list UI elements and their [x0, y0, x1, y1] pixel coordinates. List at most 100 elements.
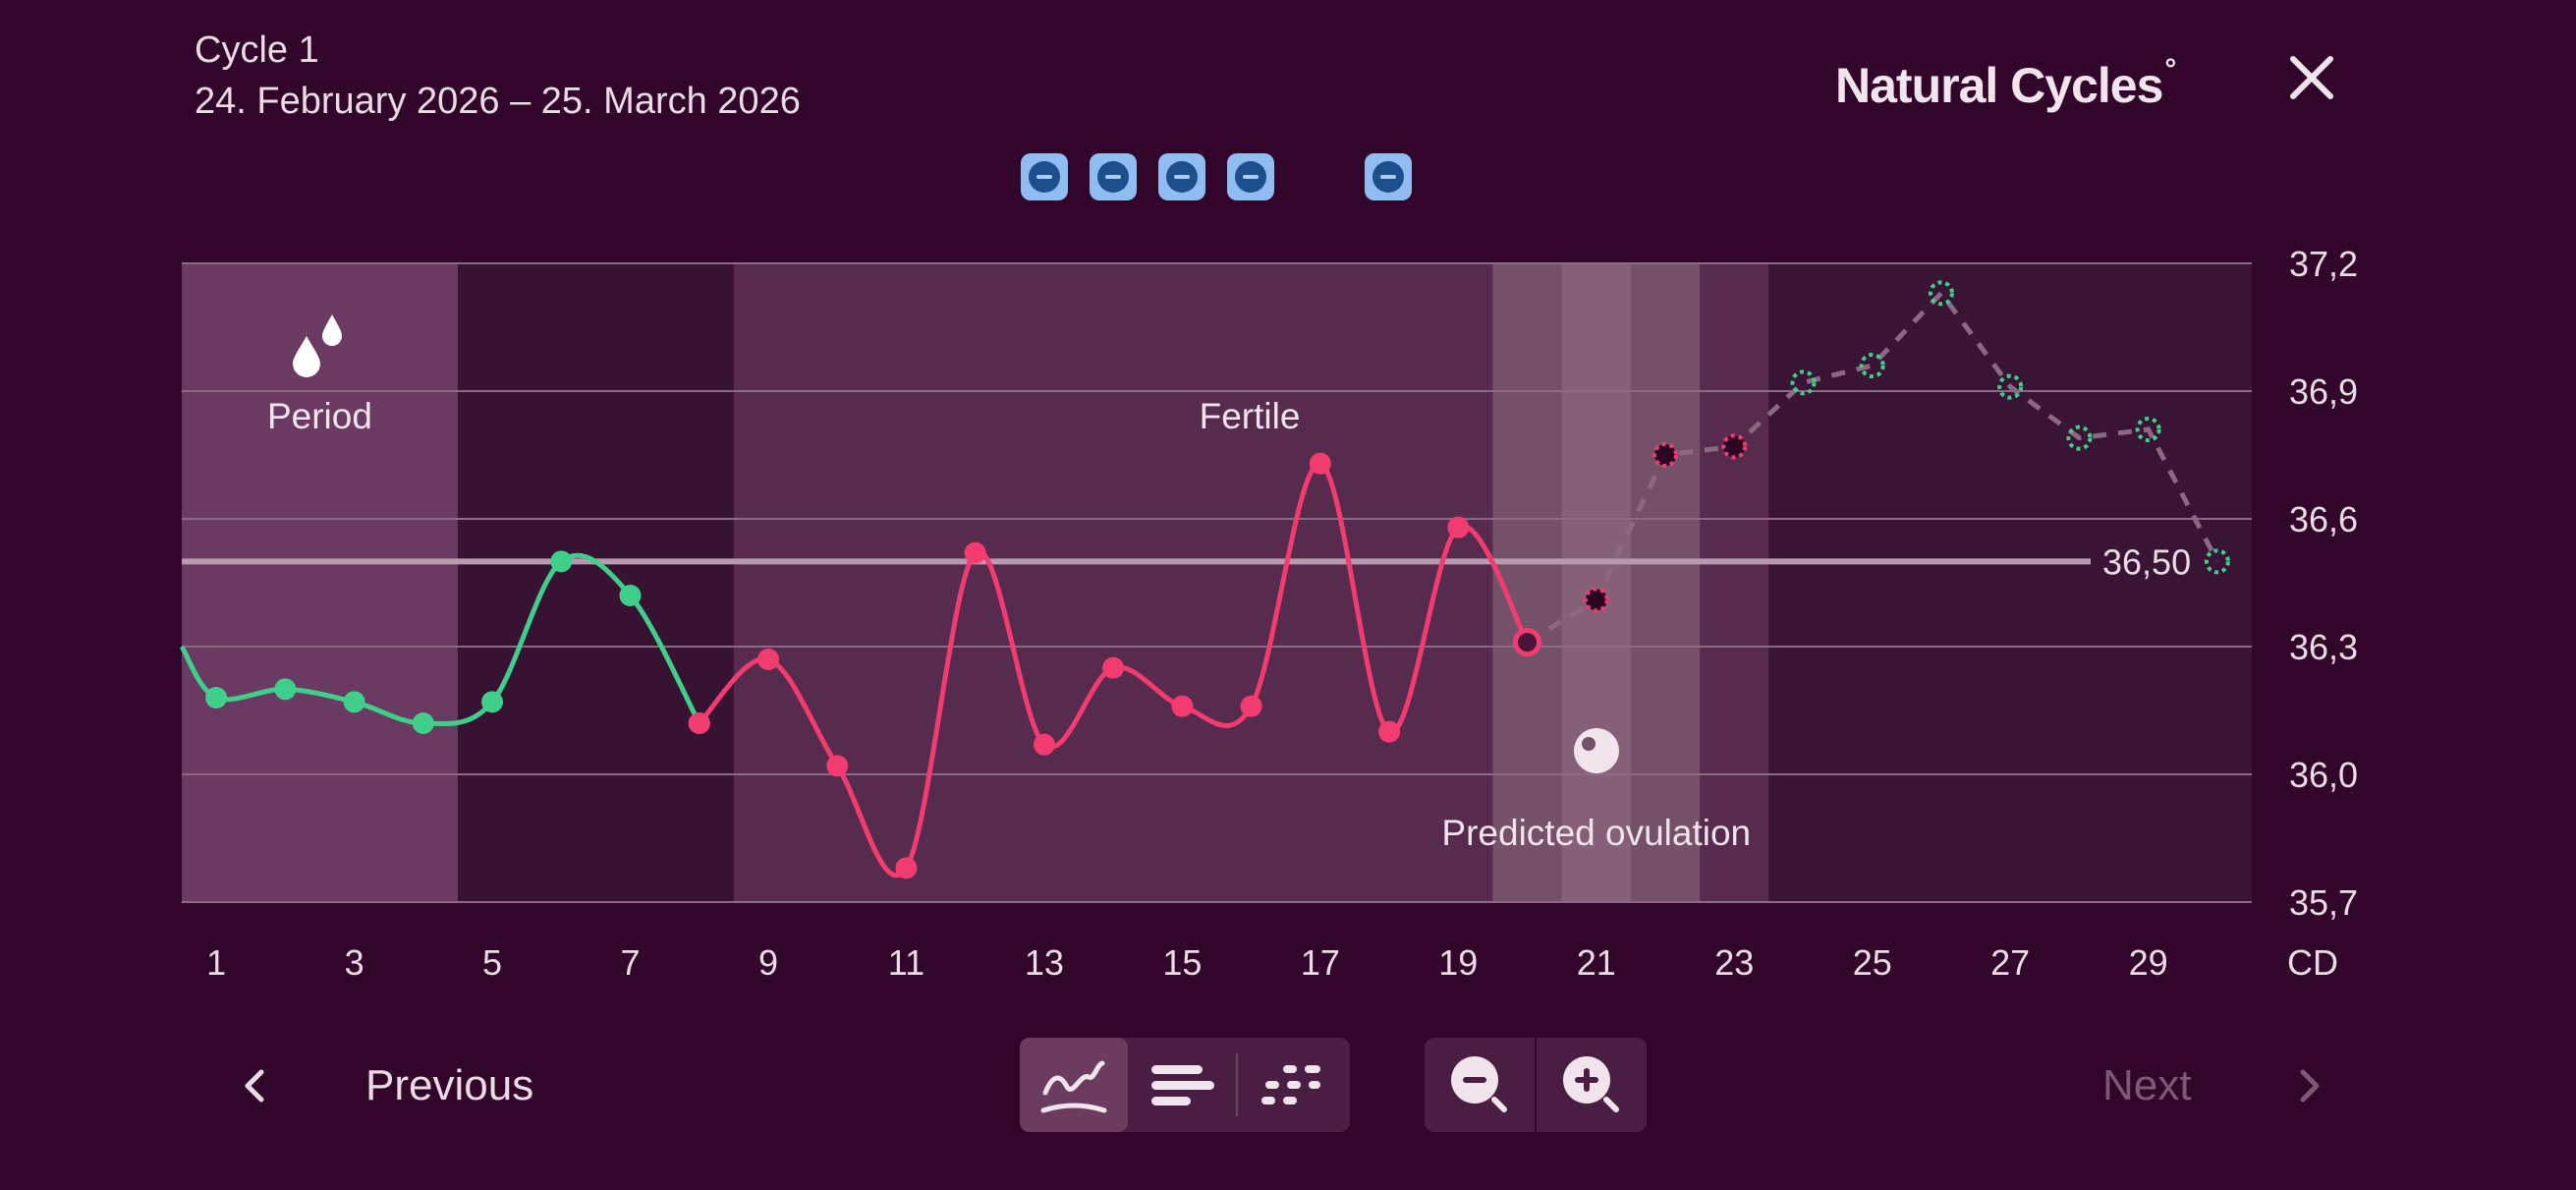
- x-tick-label: 1: [206, 942, 226, 983]
- grid-layer: [182, 262, 2252, 903]
- protection-icon[interactable]: [1227, 153, 1274, 200]
- ovulation-egg-icon: [1574, 728, 1619, 773]
- data-point-layer: [205, 280, 2230, 879]
- x-tick-label: 21: [1577, 942, 1616, 983]
- red-data-point: [964, 541, 986, 564]
- green-data-point: [550, 550, 573, 573]
- green-data-point: [274, 678, 297, 701]
- next-label: Next: [2102, 1061, 2192, 1109]
- band-layer: [182, 263, 2252, 902]
- x-tick-label: 25: [1853, 942, 1892, 983]
- drop-shape: [293, 336, 320, 377]
- protection-icon-dash: [1105, 175, 1121, 179]
- predicted-green-point: [2066, 425, 2093, 451]
- band-label-layer: Period Fertile Predicted ovulation: [267, 314, 1751, 853]
- green-data-point: [619, 585, 642, 606]
- egg-shape: [1574, 728, 1619, 773]
- red-data-point: [895, 857, 918, 879]
- previous-label: Previous: [365, 1061, 534, 1109]
- green-data-point: [412, 712, 434, 734]
- close-button[interactable]: [2281, 47, 2342, 108]
- zoom-in-button[interactable]: [1537, 1038, 1647, 1132]
- view-switcher: [1020, 1038, 1350, 1132]
- zoom-controls: [1425, 1038, 1647, 1132]
- y-tick-label: 36,3: [2289, 627, 2358, 667]
- x-tick-label: 17: [1301, 942, 1340, 983]
- predicted-green-point: [1928, 280, 1954, 307]
- red-data-point: [1378, 720, 1401, 743]
- green-data-point: [343, 691, 365, 713]
- protection-icon[interactable]: [1158, 153, 1205, 200]
- view-separator: [1236, 1053, 1238, 1116]
- protection-icon-dash: [1380, 175, 1396, 179]
- bars-view-icon: [1151, 1065, 1214, 1105]
- coverline-label: 36,50: [2102, 541, 2191, 582]
- brand-name: Natural Cycles: [1835, 58, 2163, 113]
- protection-icon-dash: [1036, 175, 1052, 179]
- predicted-red-point: [1652, 442, 1679, 468]
- protection-icon[interactable]: [1365, 153, 1412, 200]
- predicted-ovulation-label: Predicted ovulation: [1441, 813, 1751, 853]
- red-data-point: [1447, 516, 1470, 538]
- today-data-point: [1513, 628, 1542, 657]
- zoom-out-icon: [1451, 1056, 1507, 1112]
- x-tick-label: 3: [345, 942, 364, 983]
- zoom-separator: [1535, 1038, 1537, 1132]
- cycle-title: Cycle 1: [195, 29, 319, 71]
- fertile-label: Fertile: [1200, 396, 1301, 436]
- protection-icon[interactable]: [1021, 153, 1068, 200]
- green-data-point: [481, 691, 504, 713]
- y-tick-label: 36,0: [2289, 755, 2358, 795]
- red-data-point: [688, 712, 710, 734]
- red-data-point: [1309, 452, 1331, 475]
- zoom-in-icon: [1563, 1056, 1619, 1112]
- bottom-navigation: Previous: [0, 1032, 2576, 1140]
- drop-shape: [322, 314, 342, 346]
- prediction-line: [1526, 289, 2220, 645]
- red-data-point: [1033, 733, 1055, 756]
- red-data-point: [826, 755, 849, 777]
- x-axis-label: CD: [2287, 942, 2338, 983]
- y-tick-label: 37,2: [2289, 244, 2358, 284]
- x-tick-label: 13: [1025, 942, 1064, 983]
- bars-view-button[interactable]: [1128, 1038, 1236, 1132]
- predicted-green-point: [1997, 373, 2024, 400]
- x-tick-label: 15: [1162, 942, 1202, 983]
- protected-day-layer: [1021, 153, 1412, 200]
- protection-icon-dash: [1243, 175, 1259, 179]
- protection-icon-dash: [1174, 175, 1190, 179]
- protection-icon[interactable]: [1090, 153, 1137, 200]
- x-tick-label: 27: [1990, 942, 2030, 983]
- red-data-point: [1102, 656, 1125, 679]
- x-tick-label: 11: [888, 942, 924, 983]
- predicted-green-point: [2204, 548, 2230, 575]
- axis-label-layer: 37,236,936,636,336,035,736,501 3 5 7 9 11 13 15…: [206, 244, 2358, 983]
- period-drops-icon: [293, 314, 342, 377]
- x-tick-label: 29: [2129, 942, 2168, 983]
- x-tick-label: 5: [482, 942, 502, 983]
- egg-nucleus: [1582, 737, 1596, 751]
- green-data-point: [205, 687, 228, 708]
- dots-view-button[interactable]: [1238, 1038, 1346, 1132]
- close-icon: [2290, 56, 2333, 99]
- next-button[interactable]: Next: [2102, 1051, 2328, 1120]
- brand-logo: Natural Cycles°: [1835, 53, 2176, 114]
- dots-view-icon: [1261, 1065, 1320, 1105]
- period-label: Period: [267, 396, 372, 436]
- predicted-green-point: [1790, 369, 1817, 396]
- chevron-right-icon: [2300, 1069, 2320, 1103]
- ovulation-day-band: [1561, 263, 1631, 902]
- period-band: [182, 263, 458, 902]
- y-tick-label: 35,7: [2289, 882, 2358, 923]
- graph-view-button[interactable]: [1020, 1038, 1128, 1132]
- predicted-red-point: [1583, 587, 1609, 613]
- previous-button[interactable]: Previous: [236, 1051, 533, 1120]
- x-tick-label: 9: [758, 942, 778, 983]
- zoom-out-button[interactable]: [1425, 1038, 1535, 1132]
- predicted-green-point: [2135, 417, 2161, 442]
- predicted-red-point: [1721, 433, 1748, 460]
- red-data-point: [1171, 695, 1194, 717]
- x-tick-label: 7: [621, 942, 641, 983]
